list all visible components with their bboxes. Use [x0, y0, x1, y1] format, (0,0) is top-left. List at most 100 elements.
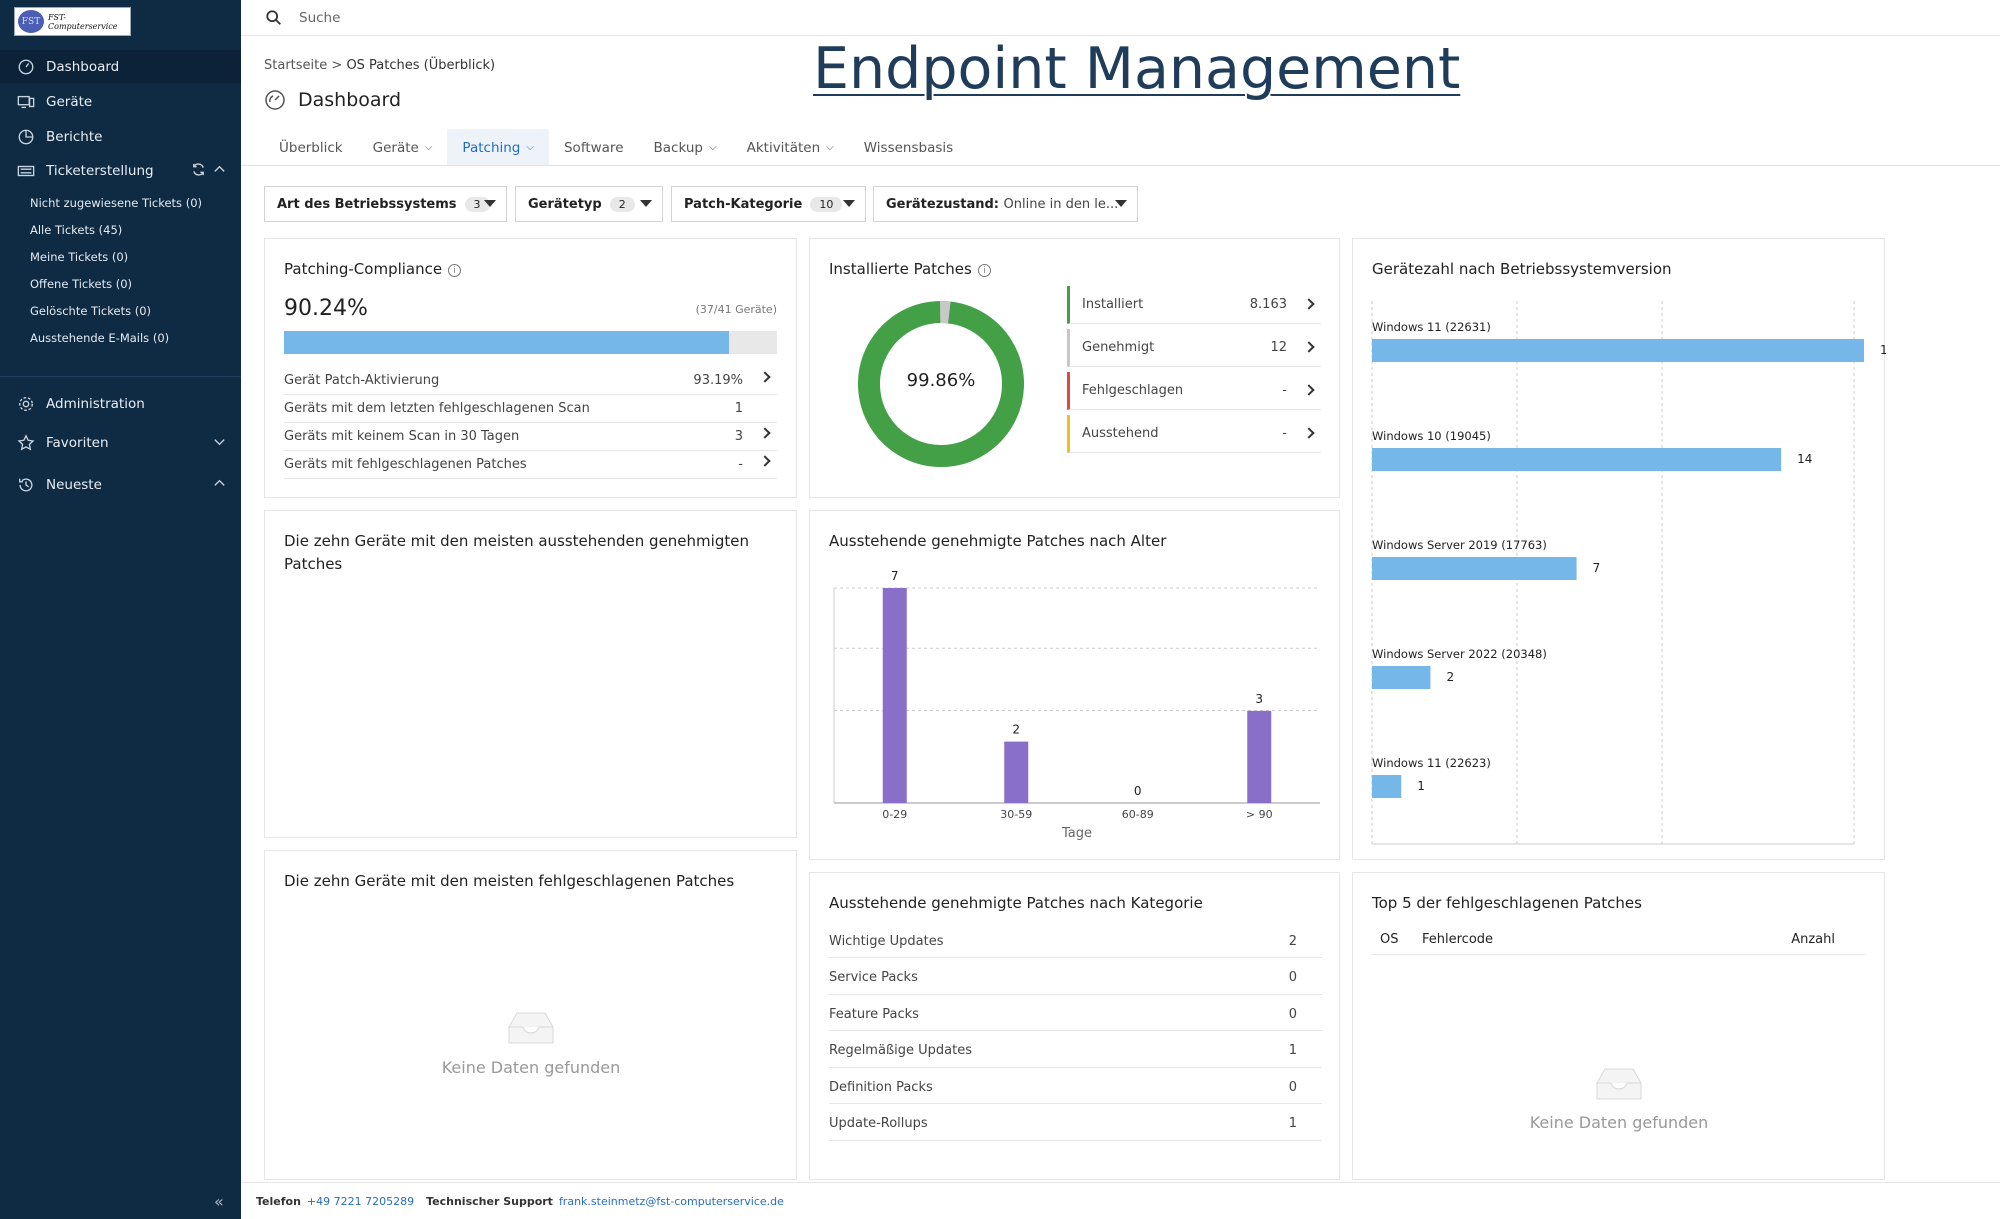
empty-state-text: Keine Daten gefunden [441, 1058, 621, 1077]
tab-knowledge-base[interactable]: Wissensbasis [863, 139, 954, 156]
bar-Windows 10 (19045)[interactable] [1372, 448, 1782, 471]
company-logo[interactable]: FST FST- Computerservice [14, 7, 131, 36]
ticket-subitem-open[interactable]: Offene Tickets (0) [30, 277, 133, 291]
sidebar-item-administration[interactable]: Administration [0, 387, 241, 420]
data-label: 14 [1797, 452, 1812, 466]
data-label: 17 [1880, 343, 1886, 357]
sidebar-item-reports[interactable]: Berichte [0, 120, 241, 153]
tab-devices[interactable]: Geräte ⌵ [372, 139, 433, 156]
x-tick-label: > 90 [1246, 808, 1273, 821]
search-icon [266, 9, 281, 25]
sidebar-item-tickets[interactable]: Ticketerstellung [0, 154, 241, 187]
tab-activities[interactable]: Aktivitäten ⌵ [746, 139, 834, 156]
compliance-progress-bar [284, 331, 777, 354]
column-header-error-code[interactable]: Fehlercode [1422, 932, 1494, 947]
chevron-up-icon[interactable] [212, 162, 227, 177]
installed-legend-row[interactable]: Ausstehend - [1067, 415, 1321, 453]
sidebar-item-dashboard[interactable]: Dashboard [0, 50, 241, 83]
chevron-up-icon[interactable] [212, 476, 227, 491]
sidebar-item-devices[interactable]: Geräte [0, 85, 241, 118]
bar-0-29[interactable] [882, 588, 907, 803]
chevron-down-icon: ⌵ [709, 142, 717, 153]
y-tick-label: Windows 11 (22631) [1372, 320, 1491, 334]
filter-patch-category[interactable]: Patch-Kategorie 10 [671, 186, 866, 222]
footer-phone-label: Telefon [256, 1194, 301, 1208]
dashboard-icon [265, 90, 285, 110]
sidebar-item-label: Berichte [46, 128, 103, 145]
card-pending-by-age: Ausstehende genehmigte Patches nach Alte… [809, 510, 1340, 860]
breadcrumb-home[interactable]: Startseite [264, 58, 328, 73]
category-row: Regelmäßige Updates 1 [829, 1035, 1322, 1068]
x-tick-label: 60-89 [1122, 808, 1154, 821]
x-tick-label: 30-59 [1000, 808, 1032, 821]
filter-os-type[interactable]: Art des Betriebssystems 3 [264, 186, 507, 222]
ticket-subitem-deleted[interactable]: Gelöschte Tickets (0) [30, 304, 152, 318]
sidebar-item-label: Geräte [46, 93, 93, 110]
footer-support-label: Technischer Support [426, 1194, 553, 1208]
ticket-subitem-mine[interactable]: Meine Tickets (0) [30, 250, 129, 264]
bar-Windows 11 (22631)[interactable] [1372, 339, 1864, 362]
info-icon[interactable]: i [448, 264, 462, 277]
sidebar-item-label: Favoriten [46, 434, 109, 451]
data-label: 1 [1417, 779, 1425, 793]
y-tick-label: Windows 10 (19045) [1372, 429, 1491, 443]
donut-slice-0[interactable] [858, 301, 1024, 467]
compliance-device-count: (37/41 Geräte) [695, 303, 777, 316]
filter-count-badge: 3 [464, 196, 490, 212]
gear-icon [16, 394, 36, 414]
column-header-count[interactable]: Anzahl [1791, 932, 1835, 947]
sidebar-item-label: Ticketerstellung [46, 162, 154, 179]
bar-Windows 11 (22623)[interactable] [1372, 775, 1402, 798]
installed-legend-row[interactable]: Installiert 8.163 [1067, 286, 1321, 324]
ticket-subitem-pending-mails[interactable]: Ausstehende E-Mails (0) [30, 331, 170, 345]
tab-software[interactable]: Software [563, 139, 624, 156]
installed-legend-row[interactable]: Genehmigt 12 [1067, 329, 1321, 367]
compliance-row[interactable]: Gerät Patch-Aktivierung 93.19% [284, 367, 777, 395]
compliance-row[interactable]: Geräts mit fehlgeschlagenen Patches - [284, 451, 777, 479]
card-title: Gerätezahl nach Betriebssystemversion [1372, 260, 1672, 278]
refresh-icon[interactable] [191, 162, 206, 177]
tab-overview[interactable]: Überblick [279, 139, 343, 156]
chevron-right-icon [759, 371, 771, 383]
tab-patching[interactable]: Patching ⌵ [447, 129, 549, 166]
footer: Telefon +49 7221 7205289 Technischer Sup… [241, 1182, 2000, 1219]
chevron-right-icon [1303, 298, 1315, 310]
card-top10-pending: Die zehn Geräte mit den meisten ausstehe… [264, 510, 797, 838]
installed-donut-chart [858, 301, 1024, 467]
data-label: 7 [891, 569, 899, 583]
footer-phone-link[interactable]: +49 7221 7205289 [306, 1194, 415, 1208]
ticket-subitem-all[interactable]: Alle Tickets (45) [30, 223, 123, 237]
breadcrumb: Startseite > OS Patches (Überblick) [264, 58, 495, 73]
tab-backup[interactable]: Backup ⌵ [653, 139, 717, 156]
bar-Windows Server 2022 (20348)[interactable] [1372, 666, 1431, 689]
x-axis-label: Tage [1061, 826, 1092, 841]
chevron-down-icon[interactable] [212, 434, 227, 449]
installed-legend-row[interactable]: Fehlgeschlagen - [1067, 372, 1321, 410]
info-icon[interactable]: i [977, 264, 991, 277]
card-patching-compliance: Patching-Compliance i 90.24% (37/41 Gerät… [264, 238, 797, 498]
card-title: Top 5 der fehlgeschlagenen Patches [1372, 894, 1642, 912]
empty-inbox-icon [508, 1012, 554, 1044]
bar-30-59[interactable] [1004, 741, 1029, 803]
tab-bar: Überblick Geräte ⌵ Patching ⌵ Software Bac… [264, 129, 968, 166]
bar-Windows Server 2019 (17763)[interactable] [1372, 557, 1577, 580]
filter-device-state[interactable]: Gerätezustand: Online in den le... [873, 186, 1138, 222]
sidebar-item-recent[interactable]: Neueste [0, 468, 241, 501]
search-input[interactable] [299, 9, 599, 26]
dashboard-icon [16, 57, 36, 77]
card-os-versions: Gerätezahl nach Betriebssystemversion Wi… [1352, 238, 1886, 860]
sidebar-item-favorites[interactable]: Favoriten [0, 426, 241, 459]
compliance-row[interactable]: Geräts mit keinem Scan in 30 Tagen 3 [284, 423, 777, 451]
footer-email-link[interactable]: frank.steinmetz@fst-computerservice.de [558, 1194, 784, 1208]
data-label: 3 [1255, 692, 1263, 706]
compliance-percent: 90.24% [284, 296, 368, 321]
ticket-subitem-unassigned[interactable]: Nicht zugewiesene Tickets (0) [30, 196, 202, 210]
card-title: Die zehn Geräte mit den meisten ausstehe… [284, 532, 749, 573]
bar-> 90[interactable] [1247, 710, 1272, 803]
filter-device-type[interactable]: Gerätetyp 2 [515, 186, 663, 222]
sidebar-item-label: Neueste [46, 476, 102, 493]
column-header-os[interactable]: OS [1380, 932, 1399, 947]
empty-inbox-icon [1596, 1068, 1642, 1100]
collapse-sidebar-icon[interactable]: « [214, 1192, 224, 1211]
category-row: Feature Packs 0 [829, 998, 1322, 1031]
